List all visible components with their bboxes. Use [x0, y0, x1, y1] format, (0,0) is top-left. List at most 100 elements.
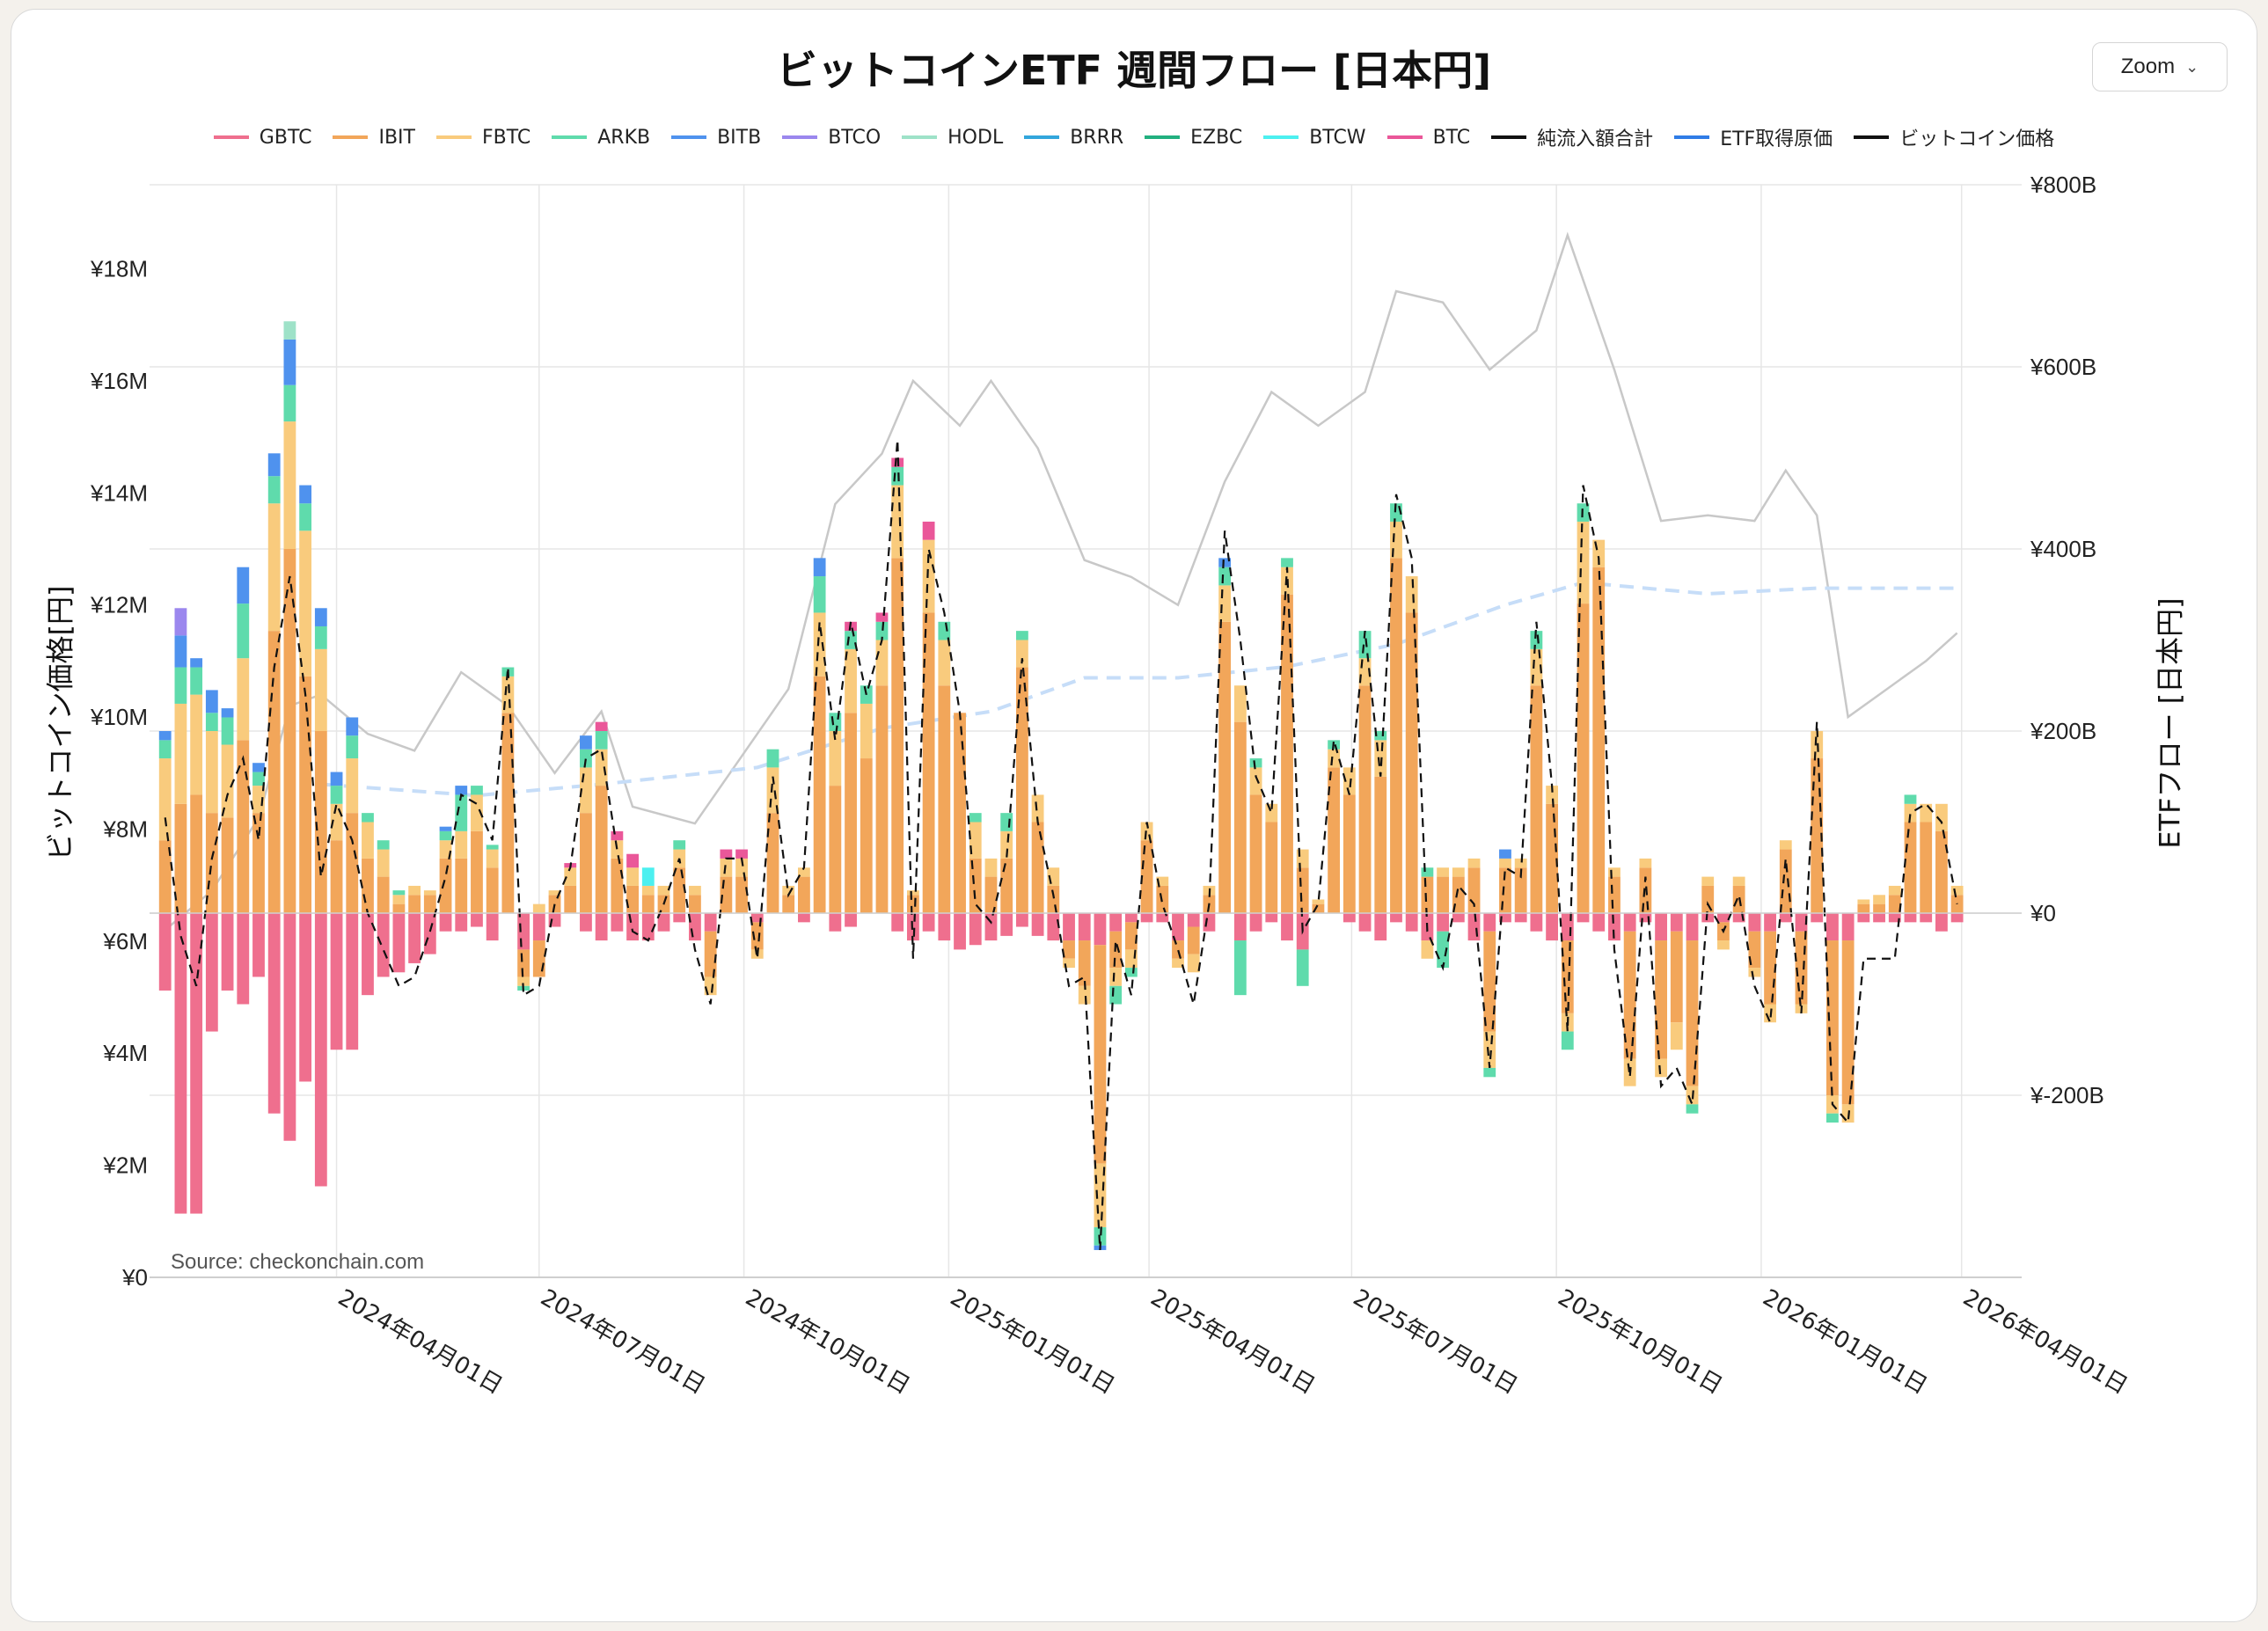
- legend-item-0[interactable]: GBTC: [213, 123, 311, 151]
- bar-segment-fbtc: [1857, 899, 1870, 904]
- bar-segment-fbtc: [875, 640, 889, 686]
- legend-item-12[interactable]: ETF取得原価: [1674, 123, 1833, 151]
- bar-segment-fbtc: [906, 890, 919, 896]
- bar-segment-fbtc: [1608, 867, 1621, 877]
- legend-item-1[interactable]: IBIT: [333, 123, 415, 151]
- bar-segment-ibit: [1811, 758, 1824, 913]
- bar-segment-gbtc: [1078, 913, 1091, 941]
- bar-segment-arkb: [580, 749, 592, 768]
- bar-segment-ibit: [252, 813, 265, 913]
- bar-segment-arkb: [875, 621, 889, 640]
- legend-item-5[interactable]: BTCO: [782, 123, 881, 151]
- bar-segment-ibit: [906, 895, 919, 913]
- bar-segment-ibit: [1140, 840, 1153, 913]
- bar-segment-ibit: [984, 876, 998, 913]
- bar-segment-arkb: [1904, 794, 1917, 804]
- bar-segment-ibit: [455, 858, 468, 913]
- bar-segment-ibit: [1437, 876, 1450, 913]
- legend-item-13[interactable]: ビットコイン価格: [1854, 123, 2054, 151]
- bar-segment-gbtc: [362, 913, 374, 996]
- bar-segment-ibit: [1218, 621, 1232, 913]
- bar-segment-gbtc: [1265, 913, 1278, 923]
- bar-segment-gbtc: [1748, 913, 1761, 932]
- bar-segment-gbtc: [954, 913, 966, 950]
- y-left-tick-label: ¥12M: [90, 592, 148, 618]
- bar-segment-gbtc: [1203, 913, 1216, 932]
- bar-segment-ibit: [1063, 940, 1075, 959]
- bar-segment-fbtc: [1935, 803, 1948, 831]
- bar-segment-gbtc: [580, 913, 592, 932]
- bar-segment-ibit: [1841, 940, 1855, 1105]
- bar-segment-ibit: [1281, 594, 1293, 913]
- bar-segment-ibit: [1655, 940, 1667, 1059]
- bar-segment-ibit: [1265, 822, 1278, 913]
- legend-item-10[interactable]: BTC: [1386, 123, 1470, 151]
- bar-segment-gbtc: [1358, 913, 1372, 932]
- y-axis-left-title: ビットコイン価格[円]: [42, 585, 77, 861]
- bar-segment-ibit: [798, 876, 810, 913]
- bar-segment-arkb: [1218, 567, 1232, 586]
- bar-segment-fbtc: [346, 758, 359, 814]
- bar-segment-arkb: [205, 713, 218, 731]
- bar-segment-gbtc: [1920, 913, 1933, 923]
- bar-segment-gbtc: [1873, 913, 1885, 923]
- y-left-tick-label: ¥0: [121, 1264, 148, 1291]
- bar-segment-arkb: [346, 735, 359, 759]
- bar-segment-gbtc: [1779, 913, 1792, 923]
- bar-segment-fbtc: [377, 849, 390, 877]
- bar-segment-gbtc: [439, 913, 452, 932]
- bar-segment-gbtc: [1857, 913, 1870, 923]
- bar-segment-bitb: [174, 635, 187, 668]
- legend-swatch: [1024, 135, 1060, 139]
- bar-segment-gbtc: [1546, 913, 1559, 941]
- bar-segment-bitb: [299, 485, 312, 504]
- bar-segment-ibit: [330, 840, 343, 913]
- bar-segment-bitb: [205, 690, 218, 713]
- bar-segment-ibit: [1390, 558, 1402, 913]
- bar-segment-gbtc: [377, 913, 390, 977]
- bar-segment-ibit: [1483, 931, 1496, 1032]
- y-right-tick-label: ¥800B: [2030, 172, 2096, 198]
- bar-segment-hodl: [283, 321, 296, 340]
- legend-item-8[interactable]: EZBC: [1145, 123, 1242, 151]
- bar-segment-gbtc: [237, 913, 250, 1005]
- chart-card: [11, 9, 2257, 1622]
- bar-segment-arkb: [1124, 968, 1138, 977]
- bar-segment-ibit: [1904, 822, 1917, 913]
- bar-segment-gbtc: [1608, 913, 1621, 941]
- legend-item-3[interactable]: ARKB: [552, 123, 650, 151]
- net-flow-line: [164, 439, 1958, 1251]
- bar-segment-ibit: [314, 731, 327, 913]
- bar-segment-arkb: [267, 476, 281, 504]
- legend-item-11[interactable]: 純流入額合計: [1491, 123, 1653, 151]
- y-left-tick-label: ¥14M: [90, 479, 148, 506]
- bar-segment-ibit: [1374, 776, 1387, 913]
- bar-segment-bitb: [1218, 558, 1232, 567]
- bar-segment-fbtc: [1078, 985, 1091, 1005]
- legend-item-7[interactable]: BRRR: [1024, 123, 1123, 151]
- bar-segment-fbtc: [314, 648, 327, 731]
- bar-segment-fbtc: [221, 744, 234, 818]
- chevron-down-icon: ⌄: [2185, 57, 2199, 76]
- y-left-tick-label: ¥4M: [102, 1040, 148, 1066]
- legend-swatch: [435, 135, 472, 139]
- zoom-dropdown[interactable]: Zoom ⌄: [2092, 42, 2228, 91]
- x-tick-label: 2024年07月01日: [536, 1284, 709, 1400]
- bar-segment-gbtc: [1639, 913, 1652, 923]
- bar-segment-ibit: [891, 558, 904, 913]
- bar-segment-fbtc: [720, 858, 733, 877]
- legend-item-9[interactable]: BTCW: [1263, 123, 1366, 151]
- legend-item-2[interactable]: FBTC: [435, 123, 530, 151]
- bar-segment-gbtc: [1826, 913, 1839, 941]
- bar-segment-fbtc: [798, 867, 810, 877]
- bar-segment-gbtc: [283, 913, 296, 1141]
- bar-segment-ibit: [1873, 903, 1885, 913]
- bar-segment-fbtc: [1343, 767, 1356, 795]
- bar-segment-gbtc: [1031, 913, 1044, 936]
- legend-item-4[interactable]: BITB: [671, 123, 761, 151]
- bar-segment-fbtc: [283, 421, 296, 549]
- bar-segment-fbtc: [657, 885, 670, 896]
- bar-segment-gbtc: [1156, 913, 1169, 923]
- legend-item-6[interactable]: HODL: [902, 123, 1003, 151]
- bar-segment-ibit: [299, 676, 312, 913]
